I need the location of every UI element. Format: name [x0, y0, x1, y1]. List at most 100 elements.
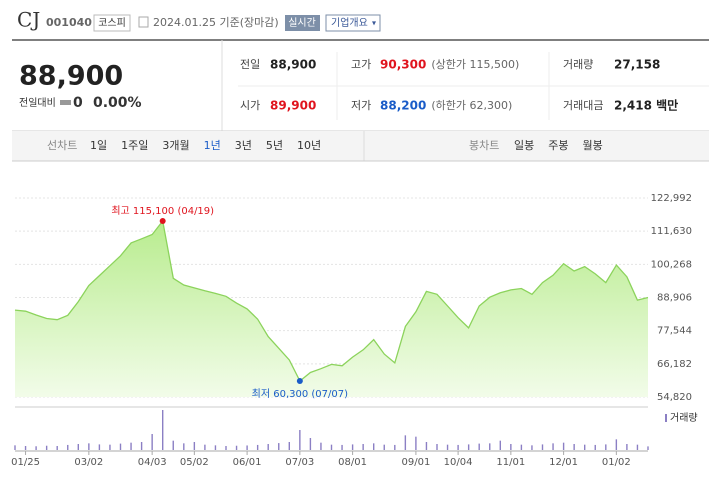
volume-bar	[288, 442, 290, 450]
ticker: CJ	[17, 8, 40, 32]
price-line	[14, 219, 649, 383]
volume-bar	[109, 444, 111, 450]
company-box[interactable]	[325, 14, 381, 32]
volume-bar	[573, 444, 575, 450]
volume-bar	[647, 446, 649, 450]
volume-bar	[330, 444, 333, 450]
volume-legend-swatch	[665, 414, 667, 422]
x-tick-label: 08/01	[338, 457, 367, 468]
x-tick-label: 09/01	[401, 457, 430, 468]
volume-bar	[204, 444, 206, 450]
volume-bar	[605, 444, 607, 450]
candle-tab[interactable]: 월봉	[583, 139, 603, 152]
volume-bar	[489, 443, 491, 450]
date: 2024.01.25 기준(장마감)	[153, 16, 279, 29]
market-box	[93, 14, 131, 32]
x-tick-label: 05/02	[180, 457, 209, 468]
volume-bar	[183, 443, 185, 450]
volume-bar	[88, 443, 90, 450]
volume-bar	[56, 446, 58, 450]
x-tick-label: 01/25	[11, 457, 40, 468]
volume-bar	[467, 444, 470, 450]
period-tab[interactable]: 3년	[235, 139, 252, 152]
y-tick-label: 66,182	[657, 359, 692, 370]
realtime[interactable]: 실시간	[288, 17, 316, 29]
volume-bar	[299, 430, 301, 450]
y-tick-label: 88,906	[657, 293, 692, 304]
period-tab[interactable]: 3개월	[162, 139, 189, 152]
change-label: 전일대비	[19, 97, 56, 109]
quote-value: 89,900	[270, 99, 316, 113]
volume-bar	[594, 444, 596, 450]
volume-bar	[162, 410, 164, 450]
quote-value: 88,900	[270, 58, 316, 72]
period-tab[interactable]: 1년	[204, 139, 221, 152]
high-point	[159, 218, 166, 225]
volume-bar	[309, 438, 312, 450]
volume-bar	[446, 444, 449, 450]
volume-bar	[14, 445, 16, 450]
volume-bar	[246, 445, 248, 450]
candle-tab[interactable]: 일봉	[514, 138, 534, 152]
current-price: 88,900	[19, 61, 123, 92]
volume-bar	[214, 445, 217, 450]
quote-label: 저가	[351, 99, 371, 112]
volume-bar	[98, 444, 101, 450]
y-tick-label: 100,268	[651, 259, 692, 270]
volume-bar	[394, 444, 396, 450]
volume-bar	[24, 446, 27, 450]
company-info[interactable]: 기업개요	[331, 16, 368, 29]
flat-icon	[60, 100, 71, 105]
volume-bar	[626, 444, 628, 450]
high-label: 최고 115,100 (04/19)	[111, 205, 214, 217]
x-tick-label: 12/01	[549, 457, 578, 468]
volume-bar	[552, 443, 554, 450]
volume-bar	[615, 439, 618, 450]
volume-bar	[119, 443, 122, 450]
volume-bar	[531, 445, 533, 450]
candle-chart-label: 봉차트	[469, 139, 499, 152]
quote-label: 거래대금	[563, 99, 603, 112]
code: 001040	[46, 16, 92, 29]
volume-bar	[235, 445, 238, 450]
period-tab[interactable]: 1일	[90, 138, 107, 152]
volume-bar	[351, 444, 354, 450]
quote-extra: (상한가 115,500)	[431, 58, 519, 71]
volume-bar	[151, 434, 153, 450]
low-label: 최저 60,300 (07/07)	[252, 388, 348, 400]
quote-value: 27,158	[614, 58, 660, 72]
volume-bar	[341, 444, 343, 450]
period-tab[interactable]: 5년	[266, 139, 283, 152]
volume-bar	[562, 442, 565, 450]
y-tick-label: 77,544	[657, 326, 692, 337]
volume-bar	[225, 446, 227, 450]
volume-bar	[584, 444, 586, 450]
realtime-badge[interactable]	[285, 15, 320, 31]
change: 0	[73, 95, 83, 111]
volume-bar	[362, 444, 364, 450]
quote-value: 90,300	[380, 58, 426, 72]
x-tick-label: 01/02	[602, 457, 631, 468]
y-tick-label: 54,820	[657, 392, 692, 403]
period-tab[interactable]: 10년	[297, 139, 321, 152]
low-point	[296, 378, 303, 385]
volume-bar	[320, 442, 322, 450]
quote-label: 고가	[351, 58, 371, 71]
volume-bar	[140, 442, 143, 450]
line-chart-label: 선차트	[47, 139, 77, 152]
x-tick-label: 04/03	[138, 457, 167, 468]
x-tick-label: 11/01	[496, 457, 525, 468]
change-pct: 0.00%	[93, 95, 142, 111]
volume-bar	[541, 444, 544, 450]
volume-bar	[267, 444, 269, 450]
x-tick-label: 07/03	[285, 457, 314, 468]
candle-tab[interactable]: 주봉	[548, 139, 568, 152]
volume-bar	[457, 444, 459, 450]
volume-bar	[520, 444, 523, 450]
quote-label: 전일	[240, 57, 260, 71]
tab-bar	[12, 131, 709, 161]
price-area	[15, 221, 648, 397]
period-tab[interactable]: 1주일	[121, 138, 148, 152]
volume-bar	[499, 440, 501, 450]
